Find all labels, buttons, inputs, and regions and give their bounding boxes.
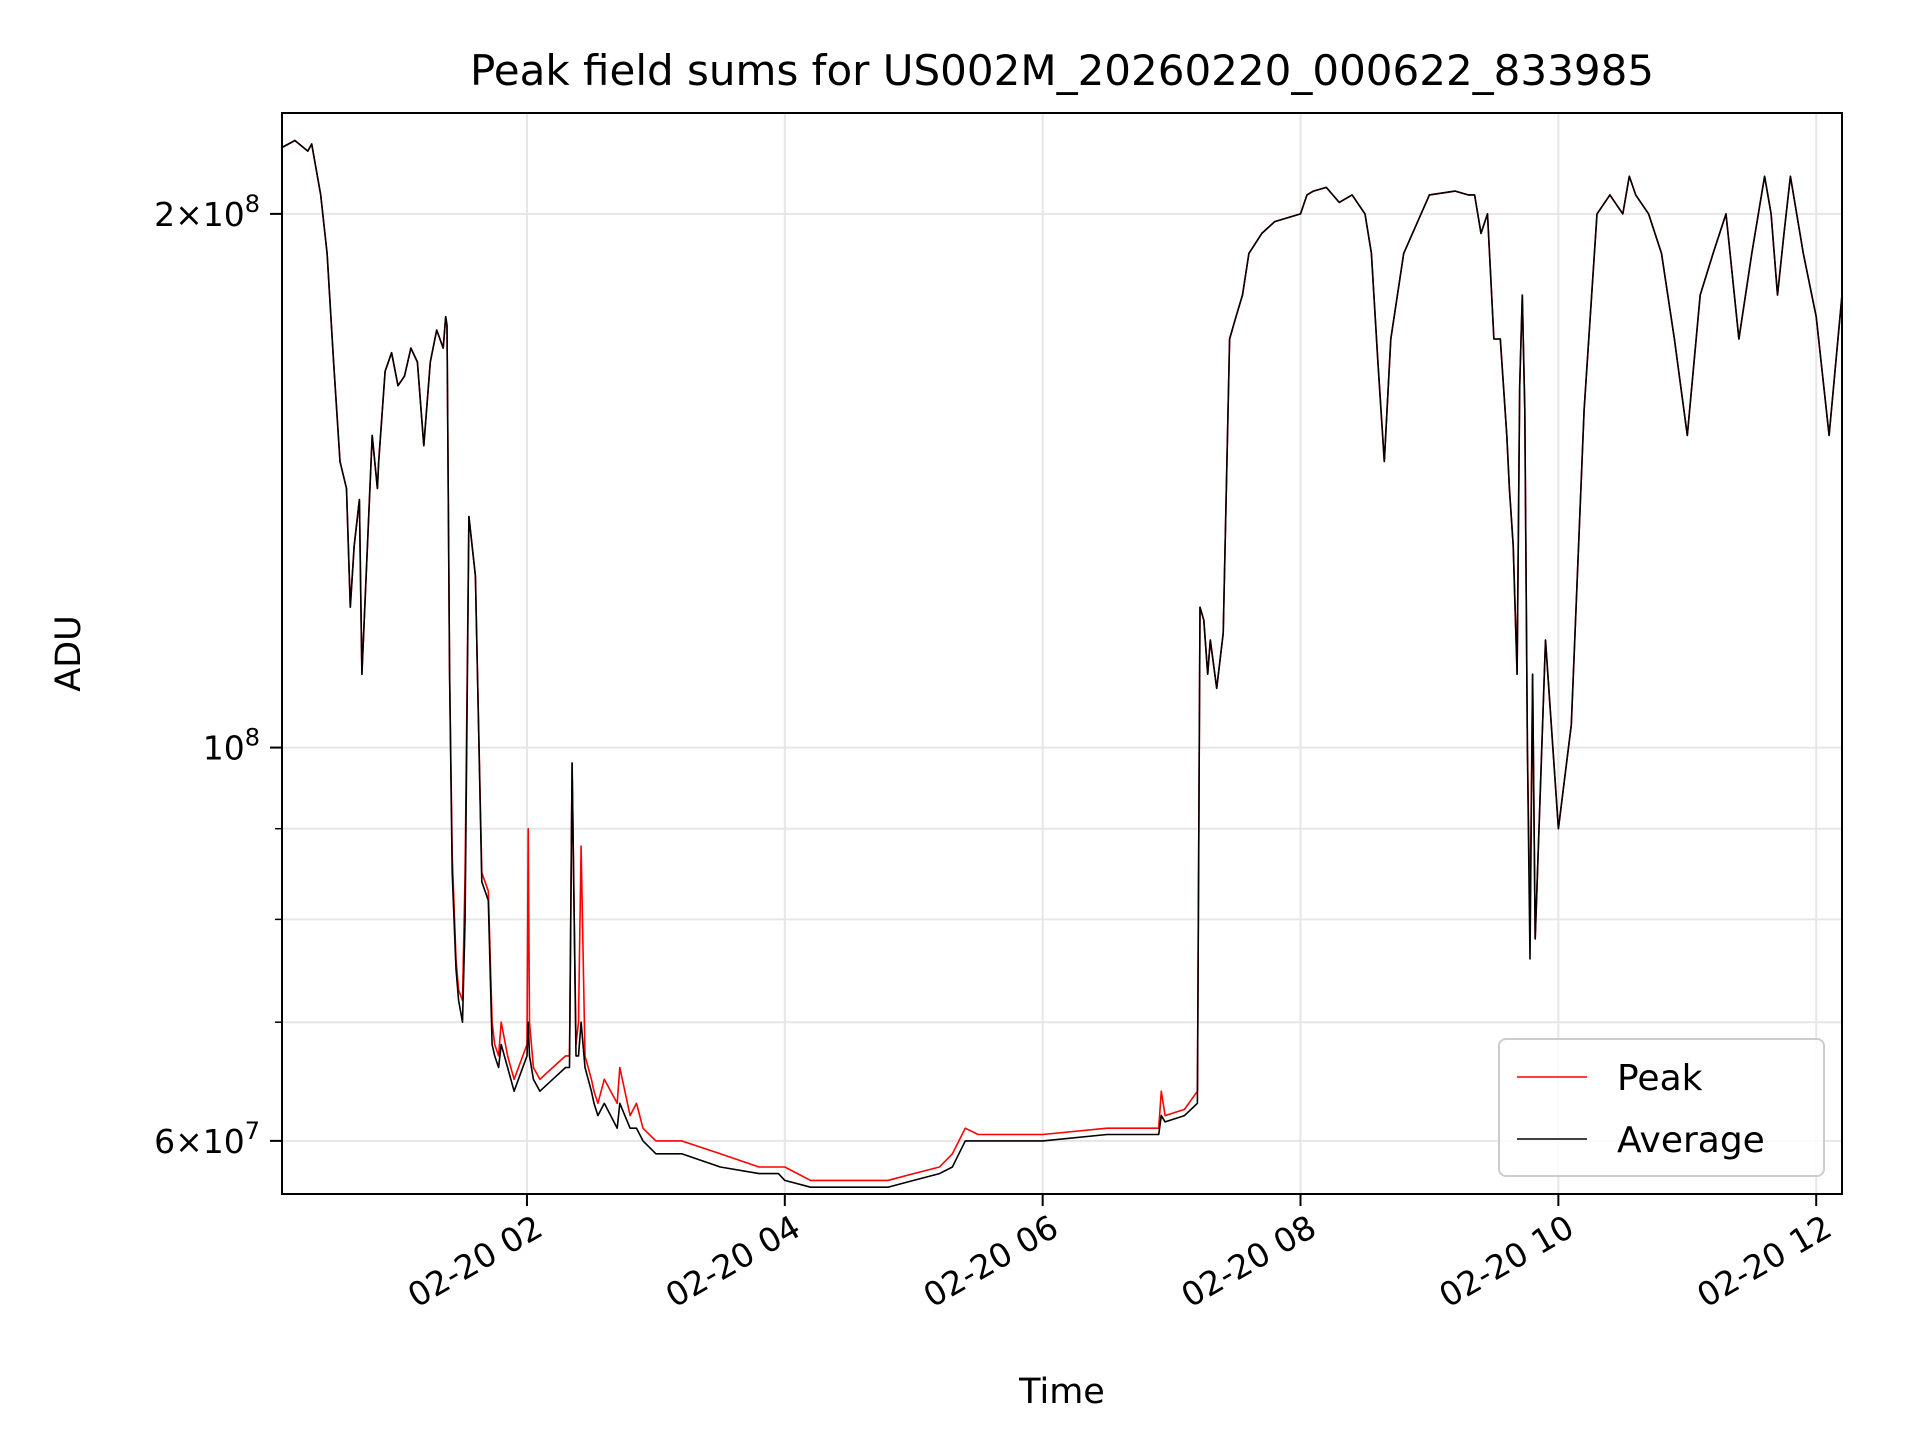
y-tick-mantissa: 6 xyxy=(154,1122,175,1161)
legend-label-average: Average xyxy=(1617,1120,1765,1161)
y-tick-times: ×10 xyxy=(175,195,245,234)
y-tick-exponent: 7 xyxy=(245,1117,260,1145)
y-tick-exponent: 8 xyxy=(245,190,260,218)
y-tick-mantissa: 2 xyxy=(154,195,175,234)
series-line-average xyxy=(281,139,1843,1188)
y-axis-label: ADU xyxy=(49,615,89,692)
chart-title: Peak field sums for US002M_20260220_0006… xyxy=(470,46,1654,95)
y-tick-label: 108 xyxy=(203,724,260,768)
x-axis-label: Time xyxy=(1018,1372,1105,1412)
y-tick-label: 6×107 xyxy=(154,1117,260,1161)
series-lines xyxy=(281,139,1843,1188)
y-tick-label: 2×108 xyxy=(154,190,260,234)
y-tick-mantissa: 10 xyxy=(203,729,245,768)
legend-label-peak: Peak xyxy=(1617,1058,1703,1099)
y-tick-times: ×10 xyxy=(175,1122,245,1161)
grid xyxy=(282,113,1842,1194)
plot-frame xyxy=(281,112,1843,1195)
y-tick-exponent: 8 xyxy=(245,724,260,752)
legend-box xyxy=(1498,1038,1825,1177)
legend: Peak Average xyxy=(1498,1038,1825,1177)
